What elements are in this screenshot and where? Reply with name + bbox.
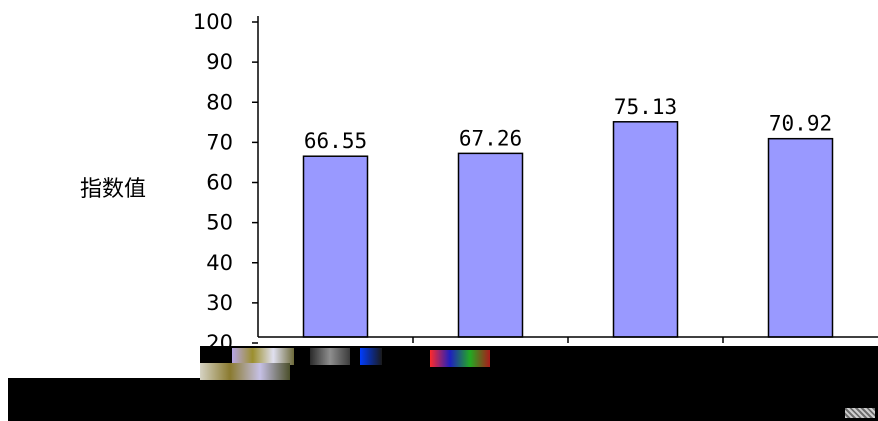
- noise-patch: [360, 348, 382, 365]
- y-tick-label: 100: [193, 10, 233, 34]
- bar: [457, 152, 524, 338]
- y-tick-label: 70: [206, 130, 233, 154]
- bar: [767, 137, 834, 338]
- noise-patch: [310, 348, 350, 365]
- y-axis-title: 指数值: [80, 177, 146, 202]
- y-tick-label: 80: [206, 90, 233, 114]
- y-tick-label: 60: [206, 171, 233, 195]
- y-tick-label: 90: [206, 50, 233, 74]
- bar: [302, 155, 369, 338]
- bar-value-label: 70.92: [769, 112, 832, 136]
- noise-patch: [430, 350, 490, 367]
- corrupted-image-band: [8, 378, 878, 421]
- bar-value-label: 66.55: [304, 129, 367, 153]
- y-tick-label: 30: [206, 291, 233, 315]
- bar-value-label: 75.13: [614, 95, 677, 119]
- data-labels: 66.55 67.26 75.13 70.92: [304, 95, 832, 153]
- bars: [302, 121, 834, 338]
- noise-patch: [845, 408, 875, 418]
- noise-patch: [200, 363, 290, 380]
- x-axis-ticks: [412, 337, 724, 343]
- corrupted-image-strip: [200, 346, 878, 381]
- y-tick-label: 50: [206, 211, 233, 235]
- y-tick-label: 40: [206, 251, 233, 275]
- bar: [612, 121, 679, 338]
- noise-patch: [232, 348, 294, 365]
- bar-value-label: 67.26: [459, 126, 522, 150]
